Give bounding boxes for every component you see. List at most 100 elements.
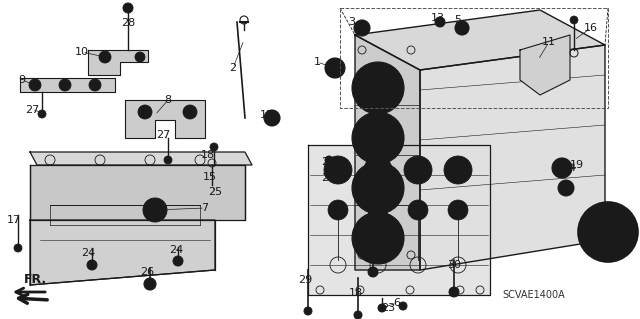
Circle shape <box>354 311 362 319</box>
Circle shape <box>570 16 578 24</box>
Circle shape <box>364 224 392 252</box>
Polygon shape <box>520 35 570 95</box>
Text: 7: 7 <box>202 203 209 213</box>
Circle shape <box>404 156 432 184</box>
Circle shape <box>378 304 386 312</box>
Circle shape <box>352 212 404 264</box>
Text: 12: 12 <box>260 110 274 120</box>
Circle shape <box>210 143 218 151</box>
Circle shape <box>448 200 468 220</box>
Circle shape <box>148 203 162 217</box>
Polygon shape <box>30 165 245 220</box>
Circle shape <box>38 110 46 118</box>
Circle shape <box>352 162 404 214</box>
Polygon shape <box>30 220 215 285</box>
Text: 13: 13 <box>431 13 445 23</box>
Circle shape <box>59 79 71 91</box>
Polygon shape <box>20 78 115 92</box>
Text: 10: 10 <box>75 47 89 57</box>
Circle shape <box>399 302 407 310</box>
Text: 5: 5 <box>454 15 461 25</box>
Circle shape <box>125 5 131 11</box>
Circle shape <box>409 161 427 179</box>
Text: 6: 6 <box>394 298 401 308</box>
Text: 29: 29 <box>298 275 312 285</box>
Circle shape <box>455 21 469 35</box>
Polygon shape <box>30 152 252 165</box>
Text: 3: 3 <box>349 17 355 27</box>
Circle shape <box>138 105 152 119</box>
Text: 24: 24 <box>169 245 183 255</box>
Text: 23: 23 <box>381 303 395 313</box>
Text: 15: 15 <box>203 172 217 182</box>
Circle shape <box>354 20 370 36</box>
Bar <box>340 8 608 108</box>
Circle shape <box>435 17 445 27</box>
Text: 9: 9 <box>19 75 26 85</box>
Polygon shape <box>308 145 490 295</box>
Polygon shape <box>355 35 420 270</box>
Text: 27: 27 <box>156 130 170 140</box>
Circle shape <box>356 216 400 260</box>
Circle shape <box>144 278 156 290</box>
Circle shape <box>99 51 111 63</box>
Circle shape <box>408 200 428 220</box>
Text: 18: 18 <box>349 288 363 298</box>
Circle shape <box>596 220 620 244</box>
Circle shape <box>578 202 638 262</box>
Circle shape <box>325 58 345 78</box>
Text: 4: 4 <box>568 163 575 173</box>
Circle shape <box>364 124 392 152</box>
Circle shape <box>173 256 183 266</box>
Circle shape <box>368 200 388 220</box>
Text: 17: 17 <box>7 215 21 225</box>
Circle shape <box>29 79 41 91</box>
Text: 26: 26 <box>140 267 154 277</box>
Circle shape <box>444 156 472 184</box>
Circle shape <box>183 105 197 119</box>
Circle shape <box>369 161 387 179</box>
Circle shape <box>356 116 400 160</box>
Text: 28: 28 <box>121 18 135 28</box>
Circle shape <box>364 74 392 102</box>
Circle shape <box>325 170 333 178</box>
Circle shape <box>364 156 392 184</box>
Circle shape <box>368 267 378 277</box>
Circle shape <box>89 79 101 91</box>
Text: FR.: FR. <box>24 273 47 286</box>
Polygon shape <box>125 100 205 138</box>
Text: 30: 30 <box>447 260 461 270</box>
Polygon shape <box>88 50 148 75</box>
Text: 27: 27 <box>25 105 39 115</box>
Circle shape <box>123 3 133 13</box>
Circle shape <box>586 210 630 254</box>
Text: 18: 18 <box>201 150 215 160</box>
Text: 2: 2 <box>229 63 237 73</box>
Circle shape <box>264 110 280 126</box>
Text: 14: 14 <box>364 233 378 243</box>
Circle shape <box>143 198 167 222</box>
Circle shape <box>164 156 172 164</box>
Circle shape <box>328 200 348 220</box>
Circle shape <box>552 158 572 178</box>
Circle shape <box>449 161 467 179</box>
Circle shape <box>352 62 404 114</box>
Text: 21: 21 <box>321 173 335 183</box>
Circle shape <box>352 112 404 164</box>
Text: 16: 16 <box>584 23 598 33</box>
Polygon shape <box>420 45 605 270</box>
Circle shape <box>364 174 392 202</box>
Text: SCVAE1400A: SCVAE1400A <box>502 290 564 300</box>
Text: 24: 24 <box>81 248 95 258</box>
Circle shape <box>449 287 459 297</box>
Circle shape <box>329 161 347 179</box>
Circle shape <box>304 307 312 315</box>
Circle shape <box>356 66 400 110</box>
Text: 1: 1 <box>314 57 321 67</box>
Text: 22: 22 <box>600 225 614 235</box>
Text: 25: 25 <box>208 187 222 197</box>
Circle shape <box>558 180 574 196</box>
Text: 19: 19 <box>570 160 584 170</box>
Text: 8: 8 <box>164 95 172 105</box>
Text: 20: 20 <box>363 137 377 147</box>
